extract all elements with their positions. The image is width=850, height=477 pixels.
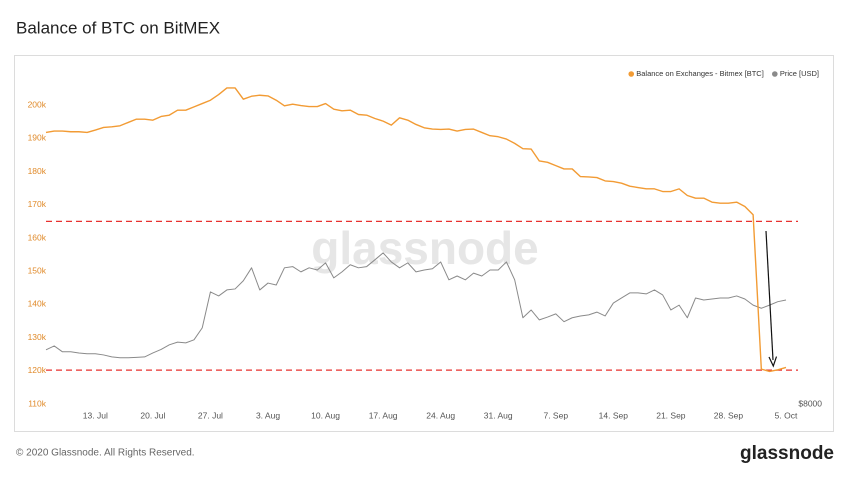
- legend-swatch: [628, 71, 635, 77]
- x-tick-label: 3. Aug: [256, 410, 280, 420]
- annotation-arrow: [765, 230, 778, 368]
- x-tick-label: 5. Oct: [775, 410, 798, 420]
- reference-layer: [46, 220, 798, 371]
- y-tick-label: 130k: [28, 332, 47, 342]
- arrow-shaft: [765, 230, 774, 361]
- x-tick-label: 21. Sep: [656, 410, 686, 420]
- y-tick-label: 180k: [28, 166, 47, 176]
- legend-swatch: [772, 71, 778, 77]
- x-tick-label: 28. Sep: [714, 410, 744, 420]
- x-tick-label: 10. Aug: [311, 410, 340, 420]
- x-tick-label: 31. Aug: [484, 410, 513, 420]
- copyright: © 2020 Glassnode. All Rights Reserved.: [16, 448, 195, 459]
- labels-layer: 110k 120k 130k 140k 150k 160k 170k 180k 190k 200k…: [28, 69, 823, 420]
- x-tick-label: 27. Jul: [198, 410, 223, 420]
- series-line: [45, 252, 787, 359]
- y-tick-label: 140k: [28, 299, 47, 309]
- x-tick-label: 20. Jul: [140, 410, 165, 420]
- x-tick-label: 17. Aug: [369, 410, 398, 420]
- x-tick-label: 24. Aug: [426, 410, 455, 420]
- y-tick-label: 110k: [28, 398, 47, 408]
- y-tick-label: 120k: [28, 365, 47, 375]
- x-tick-label: 13. Jul: [83, 410, 108, 420]
- chart-panel: [14, 55, 834, 432]
- legend-label: Price [USD]: [780, 69, 819, 78]
- logo: glassnode: [740, 443, 834, 464]
- y-tick-label: 160k: [28, 232, 47, 242]
- arrow-head: [768, 356, 778, 368]
- y-tick-label: 170k: [28, 199, 47, 209]
- y2-tick-label: $8000: [798, 398, 822, 408]
- watermark: glassnode: [311, 222, 539, 274]
- x-tick-label: 7. Sep: [543, 410, 568, 420]
- y-tick-label: 200k: [28, 99, 47, 109]
- legend-label: Balance on Exchanges - Bitmex [BTC]: [636, 69, 764, 78]
- x-tick-label: 14. Sep: [599, 410, 629, 420]
- y-tick-label: 190k: [28, 133, 47, 143]
- y-tick-label: 150k: [28, 265, 47, 275]
- lines-layer: [45, 87, 787, 373]
- series-line: [45, 87, 787, 373]
- chart-title: Balance of BTC on BitMEX: [16, 18, 220, 37]
